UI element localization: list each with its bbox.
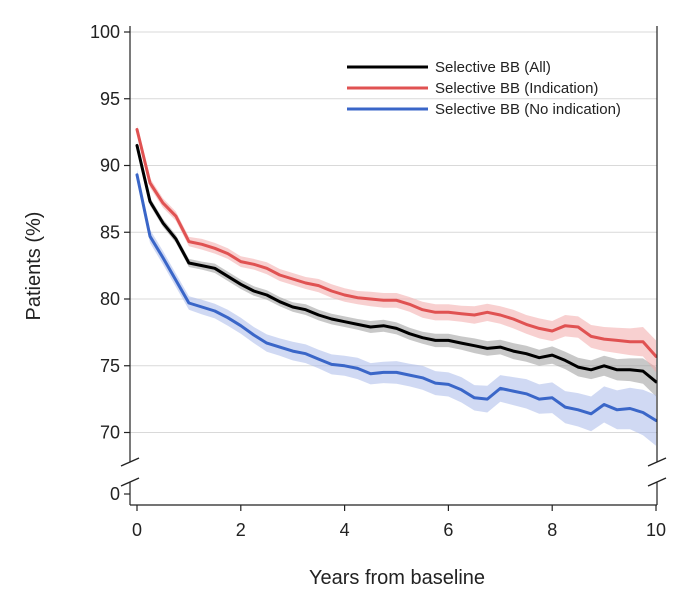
x-tick-label-10: 10	[646, 520, 666, 540]
x-tick-label-4: 4	[340, 520, 350, 540]
legend: Selective BB (All) Selective BB (Indicati…	[347, 59, 621, 118]
band-series-2	[137, 125, 656, 373]
line-series-3	[135, 173, 658, 422]
band-series-1	[137, 142, 656, 397]
line-series-2	[135, 128, 658, 358]
y-tick-label-95: 95	[100, 89, 120, 109]
axes: 0 70 75 80 85 90 95 100 0 2 4 6 8 10	[90, 22, 667, 540]
legend-label-1: Selective BB (All)	[435, 59, 551, 76]
x-axis-ticks: 0 2 4 6 8 10	[132, 505, 666, 540]
axis-break-marks	[120, 457, 667, 487]
x-tick-label-6: 6	[443, 520, 453, 540]
axis-break-mark-1a	[120, 457, 140, 467]
x-tick-label-8: 8	[547, 520, 557, 540]
axis-break-mark-1b	[120, 477, 140, 487]
x-tick-label-2: 2	[236, 520, 246, 540]
legend-label-2: Selective BB (Indication)	[435, 80, 598, 97]
x-axis-title: Years from baseline	[309, 567, 485, 589]
series-lines	[135, 128, 658, 422]
x-tick-label-0: 0	[132, 520, 142, 540]
line-series-1	[135, 144, 658, 384]
y-tick-label-80: 80	[100, 289, 120, 309]
band-series-3	[137, 169, 656, 446]
y-tick-label-100: 100	[90, 22, 120, 42]
confidence-bands	[137, 125, 656, 446]
y-tick-label-0: 0	[110, 484, 120, 504]
y-axis-ticks: 0 70 75 80 85 90 95 100	[90, 22, 130, 504]
axis-break-mark-2a	[647, 457, 667, 467]
y-tick-label-75: 75	[100, 356, 120, 376]
y-tick-label-90: 90	[100, 156, 120, 176]
y-tick-label-85: 85	[100, 222, 120, 242]
legend-label-3: Selective BB (No indication)	[435, 101, 621, 118]
axis-break-mark-2b	[647, 477, 667, 487]
y-tick-label-70: 70	[100, 423, 120, 443]
y-axis-title: Patients (%)	[23, 212, 45, 321]
